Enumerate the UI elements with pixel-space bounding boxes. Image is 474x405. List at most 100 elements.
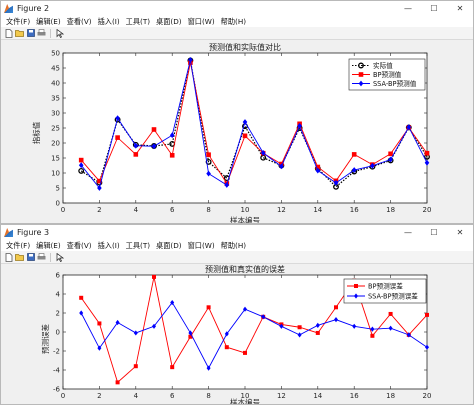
menu-tools[interactable]: 工具(T) (125, 16, 151, 26)
x-tick-label: 20 (423, 392, 432, 400)
data-point (388, 311, 393, 316)
data-point (169, 132, 175, 139)
new-file-icon[interactable] (4, 252, 13, 262)
minimize-icon[interactable]: — (404, 4, 412, 13)
x-tick-label: 18 (386, 392, 395, 400)
chart-title: 预测值和真实值的误差 (205, 265, 285, 274)
data-point (424, 150, 430, 156)
y-tick-label: 35 (51, 95, 60, 103)
y-axis-label: 预测误差 (40, 324, 50, 354)
y-tick-label: 6 (56, 272, 61, 280)
matlab-icon (4, 228, 13, 237)
menu-window[interactable]: 窗口(W) (187, 240, 215, 250)
x-tick-label: 14 (313, 206, 322, 214)
close-icon[interactable]: ✕ (456, 228, 464, 237)
title-bar[interactable]: Figure 2 — ☐ ✕ (1, 1, 473, 16)
save-icon[interactable] (26, 29, 35, 38)
x-tick-label: 0 (61, 392, 65, 400)
data-point (358, 62, 364, 69)
x-tick-label: 6 (170, 392, 175, 400)
data-point (224, 182, 230, 188)
data-point (370, 162, 375, 169)
y-tick-label: 50 (51, 50, 60, 58)
menu-insert[interactable]: 插入(I) (97, 16, 120, 26)
matlab-icon (4, 4, 13, 13)
data-point (115, 115, 120, 121)
menu-bar: 文件(F) 编辑(E) 查看(V) 插入(I) 工具(T) 桌面(D) 窗口(W… (1, 16, 473, 27)
y-tick-label: 2 (56, 310, 60, 318)
data-point (351, 152, 357, 157)
minimize-icon[interactable]: — (404, 228, 412, 237)
maximize-icon[interactable]: ☐ (430, 228, 438, 237)
close-icon[interactable]: ✕ (456, 4, 464, 13)
pointer-icon[interactable] (55, 252, 64, 262)
data-point (115, 135, 120, 140)
data-point (206, 170, 211, 177)
toolbar-separator (50, 252, 51, 262)
figure-canvas-2[interactable]: 预测值和真实值的误差 0 2 4 6 8 10 12 14 16 18 20 -6 -4 -2 0 2 4 6 BP… (1, 265, 473, 405)
chart-plot-area: 0 2 4 6 8 10 12 14 16 18 20 -6 -4 -2 0 2 4 6 BP预测误差SSA-BP预… (53, 272, 431, 401)
data-point (115, 380, 120, 385)
series-line (80, 276, 428, 384)
new-file-icon[interactable] (4, 28, 13, 38)
data-point (78, 162, 84, 169)
data-point (97, 321, 102, 326)
data-point (170, 365, 175, 370)
menu-window[interactable]: 窗口(W) (187, 16, 215, 26)
menu-help[interactable]: 帮助(H) (220, 240, 247, 250)
y-tick-label: 0 (56, 200, 60, 208)
menu-tools[interactable]: 工具(T) (125, 240, 151, 250)
open-file-icon[interactable] (15, 29, 24, 38)
x-axis-label: 样本编号 (230, 397, 260, 405)
x-tick-label: 2 (97, 392, 101, 400)
menu-desktop[interactable]: 桌面(D) (156, 240, 182, 250)
pointer-icon[interactable] (55, 28, 64, 38)
data-point (297, 123, 302, 129)
data-point (242, 119, 248, 125)
y-tick-label: -2 (53, 348, 60, 356)
data-point (260, 150, 266, 156)
title-bar[interactable]: Figure 3 — ☐ ✕ (1, 225, 473, 240)
legend-label: SSA-BP预测值 (373, 79, 417, 88)
print-icon[interactable] (37, 29, 46, 38)
y-tick-label: 15 (51, 155, 60, 163)
data-point (315, 330, 320, 335)
y-tick-label: 40 (51, 80, 60, 88)
data-point (79, 295, 84, 300)
menu-file[interactable]: 文件(F) (6, 240, 31, 250)
data-point (351, 167, 357, 173)
legend-box (343, 278, 427, 304)
menu-insert[interactable]: 插入(I) (97, 240, 120, 250)
legend-label: 实际值 (373, 61, 393, 70)
series-line (80, 62, 428, 185)
menu-desktop[interactable]: 桌面(D) (156, 16, 182, 26)
save-icon[interactable] (26, 253, 35, 262)
data-point (97, 178, 102, 184)
menu-view[interactable]: 查看(V) (66, 16, 92, 26)
menu-view[interactable]: 查看(V) (66, 240, 92, 250)
series-line (80, 301, 428, 370)
data-point (151, 143, 157, 150)
y-tick-label: -4 (53, 367, 61, 375)
menu-file[interactable]: 文件(F) (6, 16, 31, 26)
menu-edit[interactable]: 编辑(E) (36, 240, 61, 250)
x-tick-label: 4 (134, 392, 139, 400)
legend-label: SSA-BP预测误差 (368, 292, 418, 301)
print-icon[interactable] (37, 253, 46, 262)
data-point (115, 319, 120, 326)
maximize-icon[interactable]: ☐ (430, 4, 438, 13)
open-file-icon[interactable] (15, 253, 24, 262)
menu-edit[interactable]: 编辑(E) (36, 16, 61, 26)
data-point (188, 334, 193, 339)
figure-canvas-1[interactable]: 预测值和实际值对比 0 2 4 6 8 10 12 14 16 18 20 0 5 10 15 20 25 30 3… (1, 41, 473, 224)
toolbar (1, 27, 473, 40)
y-tick-label: 4 (56, 291, 61, 299)
data-point (188, 57, 193, 63)
data-point (133, 142, 139, 149)
data-point (97, 185, 102, 191)
data-point (133, 364, 138, 369)
toolbar-separator (50, 28, 51, 38)
data-point (78, 157, 84, 163)
y-tick-label: 10 (51, 170, 60, 178)
menu-help[interactable]: 帮助(H) (220, 16, 247, 26)
